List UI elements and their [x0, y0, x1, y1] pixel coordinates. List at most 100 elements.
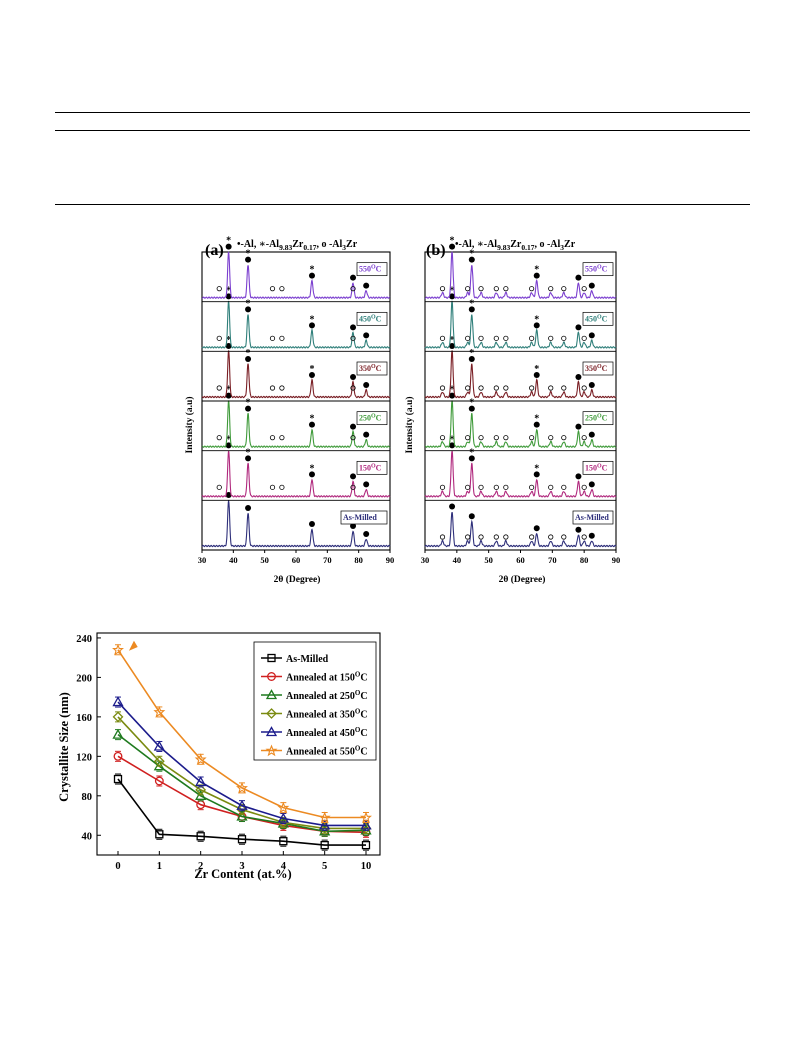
al3zr-peak-marker	[529, 335, 535, 341]
al-peak-marker	[533, 421, 540, 428]
trace-label-box	[582, 311, 614, 326]
al3zr-peak-marker	[439, 286, 446, 292]
al9zr-peak-marker: *	[534, 414, 539, 425]
xrd-trace-350	[201, 350, 391, 399]
al3zr-peak-marker	[269, 385, 276, 391]
legend-swatch-marker	[265, 744, 278, 757]
xrd-trace-150	[424, 450, 617, 498]
legend-entry: Annealed at 550OC	[286, 745, 368, 758]
xrd-trace-250	[201, 400, 391, 448]
al-peak-marker	[350, 473, 357, 480]
al-peak-marker	[575, 374, 582, 380]
y-tick-label: 240	[76, 634, 92, 645]
al3zr-peak-marker	[581, 435, 587, 441]
al9zr-peak-marker: *	[450, 236, 455, 247]
al-peak-marker	[588, 431, 595, 438]
trace-label: 250OC	[359, 414, 382, 423]
al-peak-marker	[468, 513, 475, 520]
al3zr-peak-marker	[548, 335, 554, 341]
al3zr-peak-marker	[581, 385, 587, 391]
al-peak-marker	[533, 322, 540, 329]
xrd-trace-550	[424, 251, 617, 299]
x-tick-label: 2	[198, 861, 203, 872]
al3zr-peak-marker	[529, 435, 535, 441]
x-tick-label: 60	[292, 555, 301, 565]
al3zr-peak-marker	[478, 385, 484, 391]
al9zr-peak-marker: *	[246, 348, 251, 359]
al3zr-peak-marker	[216, 335, 222, 341]
al3zr-peak-marker	[493, 286, 499, 292]
xrd-panel-a: (a) •-Al, ∗-Al9.83Zr0.17, o -Al3Zr Inten…	[184, 236, 395, 585]
al9zr-peak-marker: *	[450, 385, 455, 396]
xrd-trace-450	[201, 300, 391, 349]
al9zr-peak-marker: *	[534, 364, 539, 375]
al3zr-peak-marker	[279, 286, 285, 292]
al-peak-marker	[363, 332, 370, 339]
al3zr-peak-marker	[493, 385, 499, 391]
data-point	[236, 804, 248, 816]
xrd-trace-550	[201, 251, 391, 299]
trace-label: 450OC	[585, 314, 608, 323]
x-tick-label: 60	[516, 555, 525, 565]
al3zr-peak-marker	[465, 286, 471, 292]
al3zr-peak-marker	[279, 484, 285, 490]
al3zr-peak-marker	[561, 335, 567, 341]
al-peak-marker	[308, 372, 315, 378]
al3zr-peak-marker	[439, 484, 446, 490]
al3zr-peak-marker	[529, 484, 535, 490]
al3zr-peak-marker	[581, 534, 587, 540]
x-tick-label: 70	[548, 555, 557, 565]
data-point	[112, 711, 124, 723]
al-peak-marker	[468, 256, 475, 263]
al3zr-peak-marker	[548, 435, 554, 441]
al3zr-peak-marker	[561, 286, 567, 292]
al9zr-peak-marker: *	[226, 434, 231, 445]
data-point	[113, 751, 123, 761]
series-line	[117, 649, 366, 819]
legend-swatch-marker	[266, 708, 277, 719]
al9zr-peak-marker: *	[309, 463, 314, 474]
trace-label: As-Milled	[343, 513, 377, 522]
al9zr-peak-marker: *	[226, 236, 231, 247]
table-top-rule	[55, 112, 750, 113]
trace-label: 350OC	[585, 364, 608, 373]
al9zr-peak-marker: *	[309, 364, 314, 375]
legend-entry: As-Milled	[286, 654, 329, 665]
al3zr-peak-marker	[439, 335, 446, 341]
al3zr-peak-marker	[529, 534, 535, 540]
al9zr-peak-marker: *	[450, 434, 455, 445]
al9zr-peak-marker: *	[534, 265, 539, 276]
xrd-trace-250	[424, 400, 617, 448]
al3zr-peak-marker	[503, 335, 509, 341]
y-axis-label: Intensity (a.u)	[404, 396, 415, 453]
trace-label-box	[356, 361, 388, 376]
al3zr-peak-marker	[548, 385, 554, 391]
trace-label-box	[572, 510, 614, 525]
al9zr-peak-marker: *	[534, 463, 539, 474]
x-tick-label: 50	[484, 555, 493, 565]
al9zr-peak-marker: *	[450, 285, 455, 296]
al9zr-peak-marker: *	[226, 385, 231, 396]
data-point	[236, 799, 248, 810]
al9zr-peak-marker: *	[246, 398, 251, 409]
xrd-trace-as-milled	[201, 500, 391, 548]
al-peak-marker	[575, 324, 582, 331]
al3zr-peak-marker	[478, 484, 484, 490]
al3zr-peak-marker	[439, 534, 446, 540]
al3zr-peak-marker	[279, 385, 285, 391]
data-point	[154, 776, 164, 786]
al3zr-peak-marker	[279, 435, 285, 441]
trace-label: 350OC	[359, 364, 382, 373]
legend-entry: Annealed at 150OC	[286, 671, 368, 684]
al9zr-peak-marker: *	[469, 398, 474, 409]
panel-label: (b)	[426, 242, 446, 259]
data-point	[277, 812, 289, 823]
x-axis-label: 2θ (Degree)	[499, 574, 546, 585]
legend-swatch-marker	[267, 672, 276, 681]
al-peak-marker	[308, 272, 315, 279]
trace-label-box	[582, 411, 614, 426]
al-peak-marker	[350, 523, 357, 529]
data-point	[113, 774, 123, 784]
al3zr-peak-marker	[465, 534, 471, 540]
x-tick-label: 90	[386, 555, 395, 565]
